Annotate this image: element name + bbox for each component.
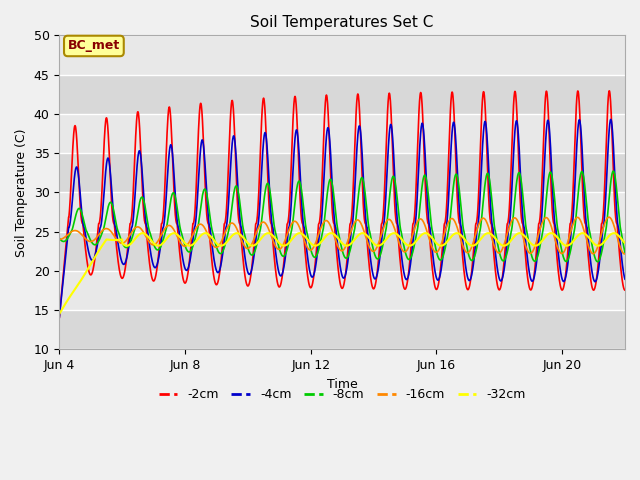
-32cm (621, 240, 629, 246)
Text: BC_met: BC_met (68, 39, 120, 52)
-8cm (56, 235, 63, 241)
-2cm (605, 91, 612, 97)
Bar (60, 74, 625, 114)
-16cm (621, 251, 629, 257)
-32cm (139, 230, 147, 236)
-2cm (501, 252, 509, 257)
-8cm (594, 259, 602, 264)
-4cm (501, 263, 509, 268)
-2cm (604, 94, 612, 100)
Bar (60, 192, 625, 231)
-2cm (605, 88, 613, 94)
Line: -4cm: -4cm (60, 120, 625, 318)
-4cm (604, 141, 612, 147)
-32cm (331, 232, 339, 238)
-16cm (84, 238, 92, 244)
-2cm (84, 265, 92, 271)
-8cm (621, 250, 629, 255)
-4cm (330, 217, 338, 223)
Line: -2cm: -2cm (60, 91, 625, 318)
X-axis label: Time: Time (327, 378, 358, 391)
Title: Soil Temperatures Set C: Soil Temperatures Set C (250, 15, 434, 30)
Bar (60, 231, 625, 271)
-32cm (56, 311, 63, 317)
-16cm (605, 214, 612, 220)
-32cm (501, 243, 509, 249)
Y-axis label: Soil Temperature (C): Soil Temperature (C) (15, 128, 28, 257)
-2cm (316, 219, 323, 225)
-16cm (316, 229, 323, 235)
-16cm (605, 215, 612, 220)
Bar (60, 114, 625, 153)
-4cm (621, 276, 629, 282)
-2cm (56, 315, 63, 321)
-4cm (56, 315, 63, 321)
-32cm (605, 233, 612, 239)
-8cm (330, 197, 338, 203)
-16cm (604, 215, 612, 220)
-8cm (605, 198, 612, 204)
Bar (60, 271, 625, 310)
-32cm (316, 240, 323, 246)
-2cm (621, 288, 629, 293)
-8cm (316, 244, 323, 250)
Bar (60, 310, 625, 349)
-32cm (605, 234, 612, 240)
Legend: -2cm, -4cm, -8cm, -16cm, -32cm: -2cm, -4cm, -8cm, -16cm, -32cm (154, 383, 531, 406)
-8cm (605, 201, 612, 207)
-8cm (501, 257, 509, 263)
-32cm (84, 266, 92, 272)
Line: -32cm: -32cm (60, 233, 625, 314)
Line: -8cm: -8cm (60, 171, 625, 262)
-8cm (609, 168, 617, 174)
-4cm (607, 117, 614, 122)
-2cm (330, 222, 338, 228)
-16cm (330, 234, 338, 240)
-8cm (84, 232, 92, 238)
Bar (60, 36, 625, 74)
Line: -16cm: -16cm (60, 217, 625, 254)
-16cm (501, 240, 509, 245)
-4cm (84, 247, 92, 252)
-16cm (56, 237, 63, 242)
-16cm (621, 251, 628, 257)
-4cm (605, 136, 612, 142)
Bar (60, 153, 625, 192)
-4cm (316, 232, 323, 238)
